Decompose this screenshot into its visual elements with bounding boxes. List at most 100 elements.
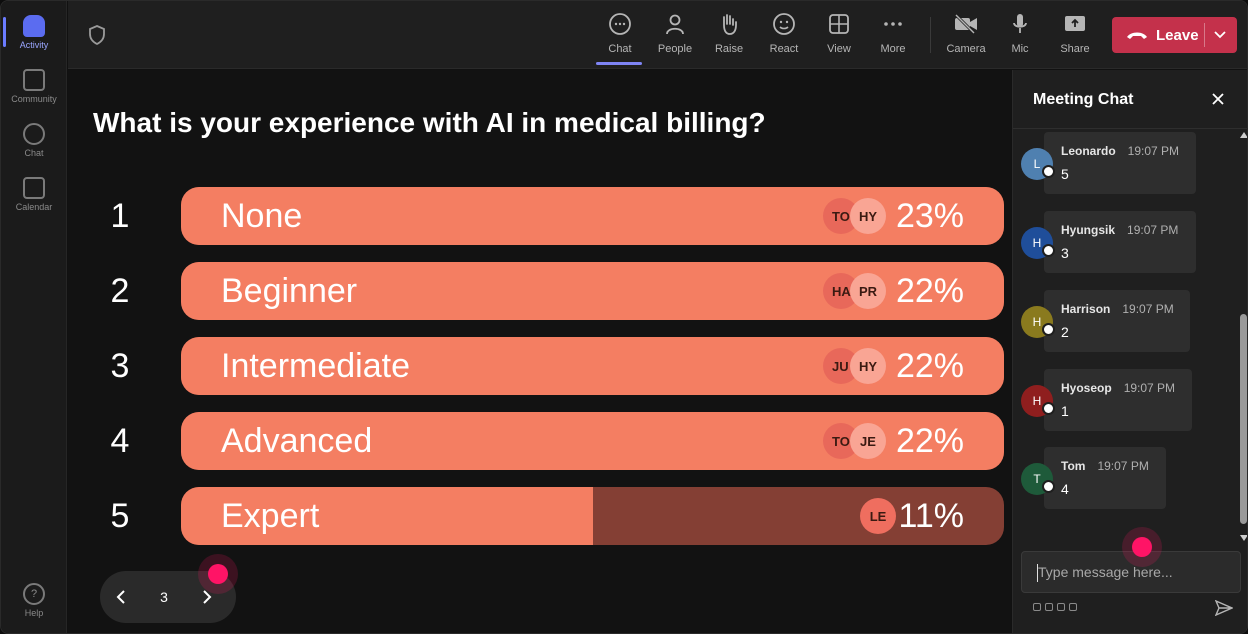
message-time: 19:07 PM (1122, 302, 1174, 316)
rail-item-chat[interactable]: Chat (1, 115, 67, 165)
option-percent: 22% (895, 422, 964, 460)
chat-panel-title: Meeting Chat (1033, 91, 1134, 108)
option-number: 4 (110, 422, 130, 460)
avatar[interactable]: H (1021, 385, 1055, 417)
voter-avatar: HY (850, 348, 886, 384)
option-bar: Intermediate JU HY 22% (181, 337, 1004, 395)
format-toolbar (1033, 603, 1077, 615)
poll-option-2[interactable]: 2 Beginner HA PR 22% (68, 262, 1011, 320)
rail-item-calendar[interactable]: Calendar (1, 169, 67, 219)
message-bubble: Harrison 19:07 PM 2 (1044, 290, 1190, 352)
option-label: None (221, 197, 303, 235)
message-time: 19:07 PM (1127, 144, 1180, 158)
rail-item-label: Community (11, 93, 57, 104)
leave-button[interactable]: Leave (1112, 17, 1237, 53)
view-button[interactable]: View (815, 11, 863, 61)
voter-avatar: HY (850, 198, 886, 234)
voter-avatar: JE (850, 423, 886, 459)
message-text: 4 (1061, 481, 1069, 497)
camera-button[interactable]: Camera (942, 11, 990, 61)
message-input[interactable] (1036, 552, 1232, 592)
toolbar-divider (930, 17, 931, 53)
mic-button-label: Mic (1011, 43, 1029, 55)
help-icon: ? (23, 582, 45, 605)
message-bubble: Hyoseop 19:07 PM 1 (1044, 369, 1192, 431)
option-percent: 22% (895, 347, 964, 385)
more-icon (884, 22, 902, 26)
more-button-label: More (880, 43, 906, 55)
poll-option-5[interactable]: 5 Expert LE 11% (68, 487, 1011, 545)
message-text: 3 (1061, 245, 1069, 261)
react-button[interactable]: React (760, 11, 808, 61)
avatar[interactable]: H (1021, 306, 1055, 338)
bell-icon (23, 14, 45, 37)
rail-item-activity[interactable]: Activity (1, 7, 67, 57)
smiley-icon (773, 13, 795, 35)
avatar[interactable]: L (1021, 148, 1055, 180)
message-bubble: Hyungsik 19:07 PM 3 (1044, 211, 1196, 273)
camera-off-icon (954, 13, 977, 35)
option-number: 1 (110, 197, 130, 235)
page-number: 3 (160, 589, 168, 605)
grid-icon (829, 14, 849, 34)
raise-button-label: Raise (714, 43, 744, 55)
react-button-label: React (769, 43, 799, 55)
gif-icon[interactable] (1069, 603, 1077, 611)
option-label: Advanced (221, 422, 373, 460)
view-button-label: View (827, 43, 851, 55)
app-rail: Activity Community Chat Calendar ? Help (1, 1, 67, 633)
sender-name: Hyoseop (1061, 381, 1112, 395)
raise-hand-button[interactable]: Raise (705, 11, 753, 61)
mic-icon (1013, 14, 1027, 33)
meeting-chat-panel: Meeting Chat Leonardo 19:07 PM 5 L Hyungsik 1… (1012, 70, 1247, 633)
more-button[interactable]: More (869, 11, 917, 61)
option-label: Beginner (221, 272, 358, 310)
attach-icon[interactable] (1045, 603, 1053, 611)
chat-scrollbar[interactable] (1237, 129, 1247, 544)
close-icon[interactable] (1211, 92, 1225, 106)
avatar[interactable]: T (1021, 463, 1055, 495)
rail-item-help[interactable]: ? Help (1, 575, 67, 625)
chat-icon (609, 13, 631, 35)
calendar-icon (23, 176, 45, 199)
chevron-left-icon (116, 590, 125, 604)
people-button[interactable]: People (651, 11, 699, 61)
send-icon[interactable] (1215, 600, 1233, 616)
avatar[interactable]: H (1021, 227, 1055, 259)
phone-hangup-icon (1127, 32, 1147, 39)
message-text: 1 (1061, 403, 1069, 419)
share-icon (1065, 16, 1085, 31)
rail-item-label: Chat (24, 147, 44, 158)
share-button[interactable]: Share (1051, 11, 1099, 61)
chat-button[interactable]: Chat (596, 11, 644, 65)
option-label: Intermediate (221, 347, 410, 385)
poll-stage: What is your experience with AI in medic… (68, 70, 1011, 633)
option-bar-fill (181, 487, 593, 545)
scrollbar-thumb[interactable] (1240, 314, 1247, 524)
format-icon[interactable] (1033, 603, 1041, 611)
rail-item-community[interactable]: Community (1, 61, 67, 111)
camera-button-label: Camera (946, 43, 986, 55)
option-number: 5 (110, 497, 130, 535)
shield-icon[interactable] (88, 25, 106, 45)
message-text: 5 (1061, 166, 1069, 182)
mic-button[interactable]: Mic (996, 11, 1044, 61)
pointer-indicator (1132, 537, 1152, 557)
chevron-down-icon[interactable] (1213, 29, 1227, 39)
option-percent: 11% (898, 497, 964, 535)
sender-name: Tom (1061, 459, 1086, 473)
message-compose-box (1021, 551, 1241, 593)
emoji-icon[interactable] (1057, 603, 1065, 611)
option-label: Expert (221, 497, 320, 535)
poll-option-4[interactable]: 4 Advanced TO JE 22% (68, 412, 1011, 470)
next-page-button[interactable] (186, 576, 228, 618)
poll-option-3[interactable]: 3 Intermediate JU HY 22% (68, 337, 1011, 395)
chat-message-list: Leonardo 19:07 PM 5 L Hyungsik 19:07 PM 3 H Harr… (1013, 129, 1237, 544)
option-percent: 23% (895, 197, 964, 235)
option-bar: None TO HY 23% (181, 187, 1004, 245)
prev-page-button[interactable] (100, 576, 142, 618)
poll-option-1[interactable]: 1 None TO HY 23% (68, 187, 1011, 245)
sender-name: Leonardo (1061, 144, 1116, 158)
chat-icon (23, 122, 45, 145)
